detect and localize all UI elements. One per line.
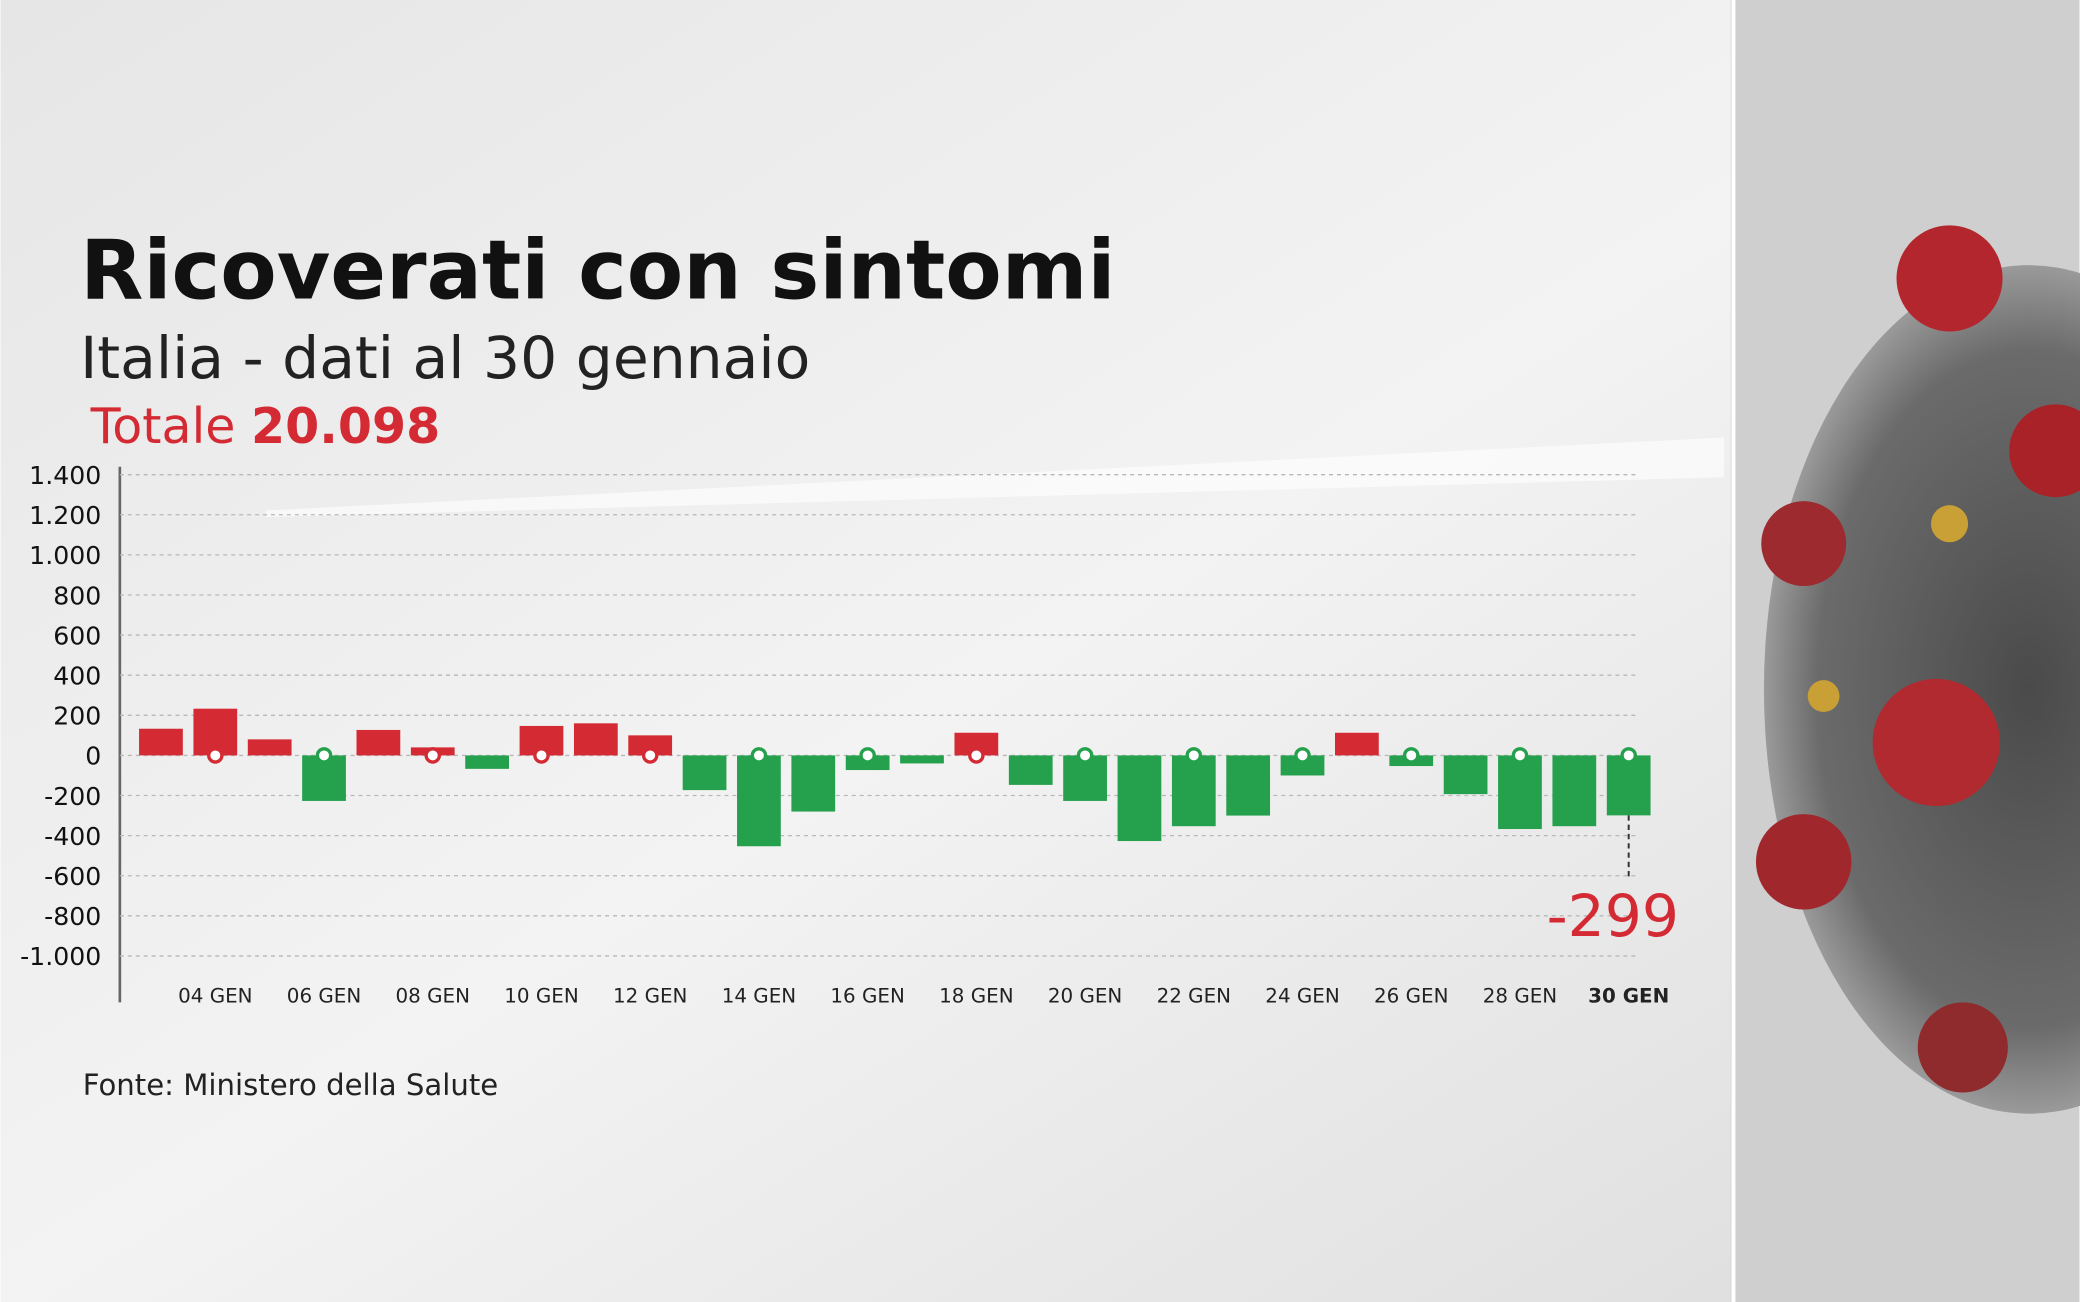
x-tick-label: 16 GEN <box>830 984 904 1007</box>
y-tick-label: 0 <box>85 742 101 771</box>
y-tick-label: 1.200 <box>29 501 101 530</box>
y-tick-label: -600 <box>44 862 101 891</box>
day-marker <box>533 747 550 764</box>
y-tick-label: -800 <box>44 902 101 931</box>
bar <box>791 755 836 812</box>
day-marker <box>968 747 985 764</box>
value-label: -299 <box>1547 882 1679 950</box>
day-marker <box>207 747 224 764</box>
day-marker <box>859 747 876 764</box>
bar <box>1117 755 1162 842</box>
bar <box>247 739 292 756</box>
x-tick-label: 18 GEN <box>939 984 1013 1007</box>
y-tick-label: 1.000 <box>29 541 101 570</box>
bar <box>682 755 727 791</box>
x-tick-label: 06 GEN <box>287 984 361 1007</box>
chart-subtitle: Italia - dati al 30 gennaio <box>80 324 810 392</box>
bar <box>1226 755 1271 816</box>
y-tick-label: 800 <box>53 581 101 610</box>
day-marker <box>424 747 442 764</box>
bar <box>1552 755 1597 827</box>
chart-title: Ricoverati con sintomi <box>80 223 1115 318</box>
day-marker <box>750 747 768 764</box>
day-marker <box>1076 747 1094 764</box>
y-tick-label: 400 <box>53 661 101 690</box>
y-tick-label: -1.000 <box>20 942 101 971</box>
bar <box>1606 755 1651 816</box>
bar <box>954 732 999 756</box>
y-tick-label: 1.400 <box>29 461 101 490</box>
y-tick-label: -200 <box>44 782 101 811</box>
bar <box>1171 755 1216 827</box>
virus-illustration <box>1755 225 2080 1114</box>
bar <box>139 728 183 756</box>
x-tick-label: 22 GEN <box>1157 984 1231 1007</box>
day-marker <box>1402 747 1420 764</box>
bar <box>1335 732 1379 756</box>
x-tick-label: 30 GEN <box>1588 984 1669 1007</box>
bar <box>737 755 781 847</box>
total-value: 20.098 <box>251 397 440 455</box>
bar <box>465 755 509 769</box>
y-tick-label: 200 <box>53 702 101 731</box>
bar <box>1280 755 1325 776</box>
x-tick-label: 26 GEN <box>1374 984 1448 1007</box>
x-tick-label: 28 GEN <box>1483 984 1557 1007</box>
y-tick-label: 600 <box>53 621 101 650</box>
day-marker <box>641 747 659 764</box>
x-tick-label: 24 GEN <box>1265 984 1339 1007</box>
bar <box>573 723 618 756</box>
x-tick-label: 12 GEN <box>613 984 687 1007</box>
bar <box>356 729 401 756</box>
x-tick-label: 20 GEN <box>1048 984 1122 1007</box>
source: Fonte: Ministero della Salute <box>83 1068 498 1102</box>
total-label: Totale <box>90 397 236 455</box>
bar <box>1008 755 1053 785</box>
light-streak <box>265 437 1725 518</box>
x-tick-label: 14 GEN <box>722 984 796 1007</box>
x-tick-label: 10 GEN <box>504 984 578 1007</box>
x-tick-label: 04 GEN <box>178 984 252 1007</box>
day-marker <box>1511 747 1529 764</box>
day-marker <box>1620 747 1637 764</box>
day-marker <box>1294 747 1311 764</box>
bar <box>628 735 673 756</box>
day-marker <box>1185 747 1203 764</box>
day-marker <box>315 747 333 764</box>
x-tick-label: 08 GEN <box>396 984 470 1007</box>
bar <box>900 755 944 764</box>
bar <box>1443 755 1488 795</box>
y-tick-label: -400 <box>44 822 101 851</box>
bar <box>1498 755 1542 830</box>
total-line: Totale 20.098 <box>90 397 441 455</box>
